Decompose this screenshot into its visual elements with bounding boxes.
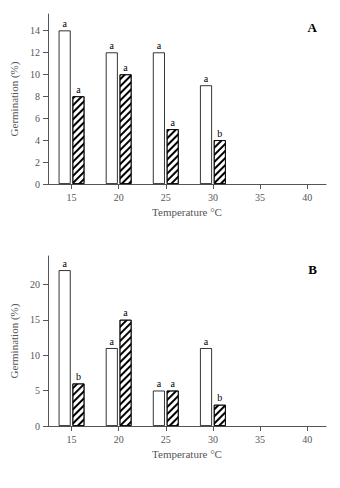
svg-text:35: 35: [255, 434, 265, 445]
svg-text:a: a: [157, 40, 162, 51]
svg-text:30: 30: [208, 434, 218, 445]
svg-text:25: 25: [161, 434, 171, 445]
svg-text:a: a: [170, 378, 175, 389]
svg-text:Germination (%): Germination (%): [8, 61, 21, 136]
svg-text:14: 14: [30, 25, 40, 36]
svg-text:20: 20: [30, 279, 40, 290]
svg-text:0: 0: [35, 179, 40, 190]
svg-text:Germination (%): Germination (%): [8, 303, 21, 378]
svg-text:6: 6: [35, 113, 40, 124]
svg-text:0: 0: [35, 421, 40, 432]
svg-text:10: 10: [30, 350, 40, 361]
svg-text:a: a: [204, 73, 209, 84]
svg-text:40: 40: [302, 192, 312, 203]
svg-text:b: b: [76, 371, 81, 382]
svg-text:12: 12: [30, 47, 40, 58]
svg-text:15: 15: [67, 192, 77, 203]
svg-text:8: 8: [35, 91, 40, 102]
svg-text:a: a: [157, 378, 162, 389]
svg-text:25: 25: [161, 192, 171, 203]
svg-text:a: a: [62, 258, 67, 269]
svg-text:Temperature °C: Temperature °C: [152, 448, 222, 460]
svg-text:30: 30: [208, 192, 218, 203]
svg-text:5: 5: [35, 385, 40, 396]
svg-text:15: 15: [67, 434, 77, 445]
svg-text:B: B: [308, 262, 317, 277]
svg-text:10: 10: [30, 69, 40, 80]
svg-text:b: b: [217, 128, 222, 139]
svg-text:20: 20: [114, 192, 124, 203]
svg-text:20: 20: [114, 434, 124, 445]
svg-text:Temperature °C: Temperature °C: [152, 206, 222, 218]
svg-text:a: a: [110, 40, 115, 51]
svg-text:a: a: [123, 62, 128, 73]
svg-text:a: a: [62, 18, 67, 29]
svg-text:b: b: [217, 392, 222, 403]
svg-text:2: 2: [35, 157, 40, 168]
svg-text:15: 15: [30, 314, 40, 325]
svg-text:a: a: [123, 307, 128, 318]
svg-text:a: a: [204, 336, 209, 347]
svg-text:A: A: [308, 20, 318, 35]
svg-text:a: a: [170, 117, 175, 128]
svg-text:a: a: [76, 84, 81, 95]
svg-text:35: 35: [255, 192, 265, 203]
svg-text:4: 4: [35, 135, 40, 146]
svg-text:40: 40: [302, 434, 312, 445]
svg-text:a: a: [110, 336, 115, 347]
